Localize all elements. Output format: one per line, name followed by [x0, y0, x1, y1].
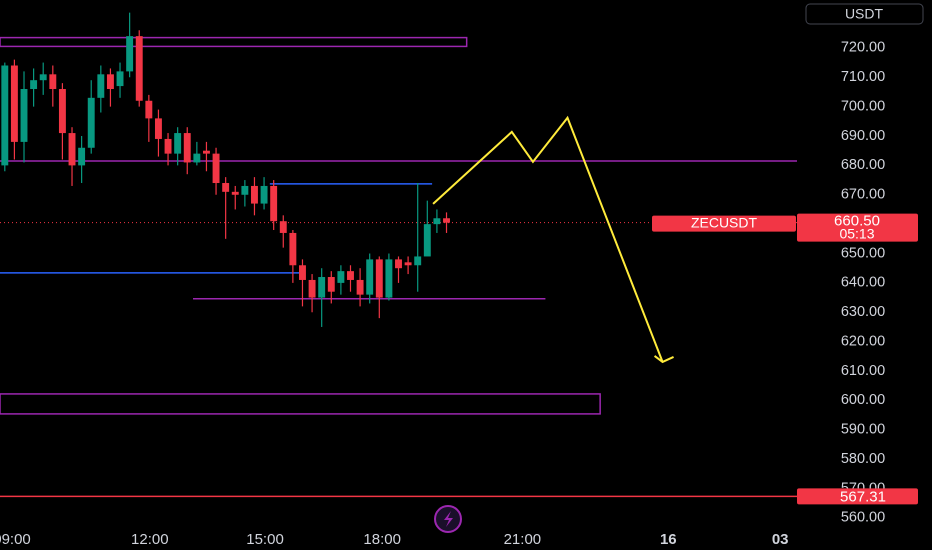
countdown-label: 05:13: [839, 225, 874, 241]
last-price-box: [797, 213, 918, 242]
candle-body: [375, 259, 383, 298]
candle-body: [222, 183, 230, 192]
candle-body: [68, 133, 76, 166]
level-price-box: [797, 488, 918, 505]
candle-body: [395, 259, 402, 269]
candle-body: [183, 133, 191, 163]
zone: [0, 393, 601, 415]
currency-button[interactable]: [805, 3, 924, 25]
candle-body: [58, 89, 66, 134]
projection-arrowhead: [653, 355, 674, 364]
y-tick-label: 580.00: [841, 451, 885, 467]
candle-body: [78, 147, 86, 166]
y-tick-label: 710.00: [841, 69, 885, 85]
projection-path: [432, 115, 664, 363]
symbol-tag: [652, 215, 796, 232]
candle-body: [327, 277, 335, 292]
x-tick-label: 15:00: [246, 531, 284, 548]
candle-body: [308, 279, 316, 298]
candle-body: [30, 80, 38, 90]
y-tick-label: 680.00: [841, 157, 885, 173]
candle-body: [366, 259, 374, 295]
candle-body: [39, 74, 47, 81]
x-tick-label: 09:00: [0, 531, 31, 548]
candle-body: [202, 150, 210, 154]
candle-body: [97, 74, 105, 98]
candle-body: [145, 100, 153, 119]
candle-body: [299, 265, 306, 280]
candle-body: [212, 153, 220, 184]
candle-body: [318, 277, 326, 298]
candle-body: [193, 153, 201, 163]
candles: [1, 12, 674, 364]
zone: [0, 36, 468, 48]
candle-body: [154, 118, 162, 139]
y-tick-label: 620.00: [841, 333, 885, 349]
candle-body: [414, 256, 422, 266]
y-tick-label: 560.00: [841, 510, 885, 526]
symbol-label: ZECUSDT: [691, 214, 758, 230]
currency-label: USDT: [845, 6, 884, 22]
candle-body: [260, 185, 268, 204]
candle-body: [251, 185, 258, 204]
candle-body: [106, 74, 114, 90]
candle-body: [433, 218, 441, 225]
x-tick-label: 16: [660, 531, 677, 548]
y-tick-label: 610.00: [841, 363, 885, 379]
candle-body: [231, 191, 239, 195]
candle-body: [49, 74, 57, 90]
candle-body: [443, 218, 450, 223]
y-tick-label: 630.00: [841, 304, 885, 320]
y-tick-label: 670.00: [841, 187, 885, 203]
candle-body: [404, 262, 412, 266]
candle-body: [126, 36, 134, 72]
candle-body: [87, 97, 95, 148]
price-axis: 560.00570.00580.00590.00600.00610.00620.…: [0, 40, 918, 548]
candle-body: [356, 279, 364, 295]
y-tick-label: 590.00: [841, 422, 885, 438]
candle-body: [135, 36, 143, 101]
lightning-icon: [444, 511, 453, 527]
y-tick-label: 650.00: [841, 245, 885, 261]
last-price-label: 660.50: [834, 213, 880, 230]
x-tick-label: 18:00: [363, 531, 401, 548]
x-tick-label: 21:00: [504, 531, 542, 548]
candle-body: [270, 185, 278, 222]
x-tick-label: 12:00: [131, 531, 169, 548]
candle-body: [241, 185, 249, 195]
y-tick-label: 600.00: [841, 392, 885, 408]
candle-body: [20, 89, 28, 142]
candle-body: [279, 221, 287, 233]
y-tick-label: 690.00: [841, 128, 885, 144]
candle-body: [385, 259, 393, 298]
candle-body: [423, 224, 431, 257]
candle-body: [337, 271, 345, 283]
candle-body: [174, 133, 182, 154]
candle-body: [164, 138, 172, 154]
candle-body: [289, 232, 297, 266]
candle-body: [10, 65, 18, 142]
y-tick-label: 720.00: [841, 40, 885, 56]
candle-body: [347, 271, 354, 280]
x-tick-label: 03: [772, 531, 789, 548]
y-tick-label: 700.00: [841, 98, 885, 114]
level-price-label: 567.31: [840, 488, 886, 505]
y-tick-label: 640.00: [841, 275, 885, 291]
candle-body: [1, 65, 9, 166]
candle-body: [116, 71, 124, 87]
